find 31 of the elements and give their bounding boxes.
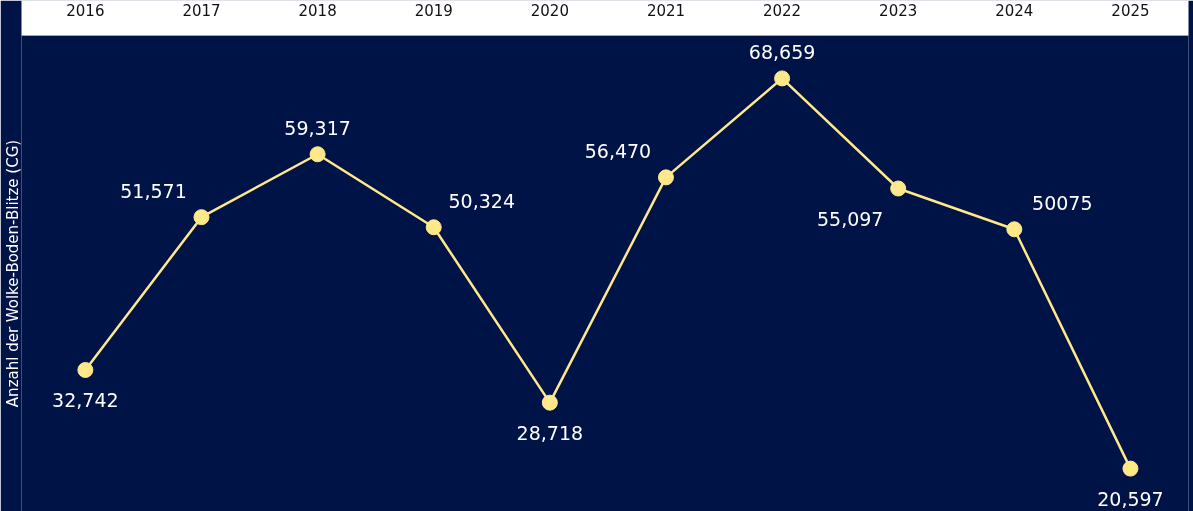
data-label: 28,718 (516, 421, 584, 444)
x-tick-label: 2020 (530, 1, 569, 20)
x-tick-label: 2018 (298, 1, 337, 20)
x-tick-label: 2023 (879, 1, 918, 20)
x-tick-label: 2021 (646, 1, 686, 20)
point (890, 180, 907, 197)
data-label: 68,659 (748, 41, 816, 64)
data-label: 32,742 (52, 388, 119, 411)
point (541, 394, 558, 411)
point (1006, 221, 1023, 238)
x-tick-label: 2022 (763, 1, 802, 20)
x-tick-label: 2017 (182, 1, 221, 20)
point (309, 146, 326, 163)
data-label: 59,317 (284, 117, 351, 140)
point (425, 219, 442, 236)
data-label: 20,597 (1097, 487, 1164, 510)
data-label: 56,470 (584, 140, 652, 163)
point (774, 70, 791, 87)
data-label: 50075 (1032, 192, 1093, 215)
x-tick-label: 2016 (66, 1, 105, 20)
y-axis-title: Anzahl der Wolke-Boden-Blitze (CG) (3, 139, 22, 408)
data-label: 51,571 (120, 180, 187, 203)
x-tick-label: 2019 (414, 1, 453, 20)
point (657, 169, 674, 186)
point (1122, 460, 1139, 477)
point (77, 362, 94, 378)
data-label: 50,324 (448, 190, 515, 213)
data-label: 55,097 (816, 207, 884, 230)
x-tick-label: 2025 (1111, 1, 1150, 20)
x-tick-label: 2024 (995, 1, 1034, 20)
point (193, 209, 210, 226)
